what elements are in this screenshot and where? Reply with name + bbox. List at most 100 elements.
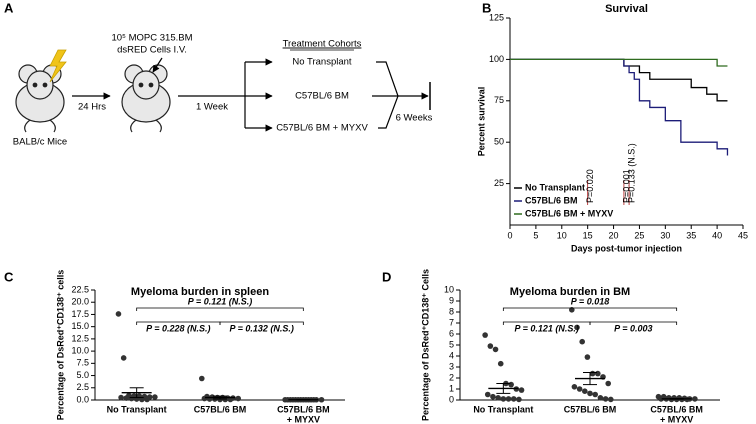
y-tick-label: 4 (449, 350, 454, 360)
data-point (120, 355, 127, 361)
y-tick-label: 75 (494, 95, 504, 105)
data-point (589, 370, 596, 377)
data-point (587, 390, 593, 397)
data-point (500, 396, 507, 402)
merge-lines (372, 61, 399, 129)
p-value-label: P = 0.228 (N.S.) (146, 323, 210, 333)
data-point (318, 396, 325, 403)
survival-line (510, 58, 728, 102)
p-value-label: P = 0.018 (571, 296, 609, 306)
injection-arrow (152, 57, 163, 73)
legend-label: C57BL/6 BM + MYXV (525, 208, 613, 218)
data-point (199, 375, 205, 382)
y-tick-label: 22.5 (71, 284, 89, 294)
chart-title: Myeloma burden in spleen (131, 286, 269, 298)
data-point (144, 396, 150, 403)
data-point (495, 395, 501, 401)
y-axis-label: Percentage of DsRed⁺CD138⁺ cells (55, 270, 65, 421)
data-point (128, 395, 135, 402)
data-point (201, 395, 208, 402)
data-point (484, 391, 491, 398)
chart-title: Survival (605, 3, 648, 15)
x-tick-label: 10 (557, 230, 567, 240)
data-point (516, 396, 522, 403)
survival-line (510, 58, 729, 156)
data-point (574, 324, 580, 331)
data-point (235, 395, 241, 402)
data-point (571, 384, 578, 390)
diagram-text: C57BL/6 BM (295, 91, 349, 102)
x-tick-label: 35 (686, 230, 696, 240)
data-point (576, 386, 583, 392)
diagram-text: 24 Hrs (78, 102, 106, 113)
x-tick-label: 25 (634, 230, 644, 240)
chart-title: Myeloma burden in BM (510, 286, 630, 298)
y-tick-label: 10.0 (71, 345, 89, 355)
panel-label: A (4, 0, 14, 15)
p-value-annotation: P=0.001 (621, 169, 631, 203)
x-tick-label: 30 (660, 230, 670, 240)
data-point (605, 380, 611, 387)
data-point (152, 394, 158, 400)
data-point (123, 395, 130, 401)
data-point (492, 346, 499, 353)
panel-label: C (4, 269, 14, 284)
data-point (582, 388, 588, 395)
data-point (692, 396, 698, 402)
data-point (284, 396, 291, 403)
diagram-text: 6 Weeks (396, 113, 433, 124)
y-tick-label: 9 (449, 295, 454, 305)
data-point (139, 396, 145, 403)
y-tick-label: 1 (449, 383, 454, 393)
x-tick-label: 40 (712, 230, 722, 240)
x-tick-label: C57BL/6 BM (194, 404, 247, 414)
x-tick-label: + MYXV (660, 414, 693, 424)
panel-label: D (382, 269, 391, 284)
y-tick-label: 5.0 (76, 370, 89, 380)
y-tick-label: 12.5 (71, 333, 89, 343)
data-point (115, 311, 122, 317)
y-tick-label: 20.0 (71, 297, 89, 307)
data-point (508, 381, 514, 388)
y-tick-label: 15.0 (71, 321, 89, 331)
p-value-annotation: P=0.020 (585, 169, 595, 203)
x-tick-label: C57BL/6 BM (564, 404, 617, 414)
y-tick-label: 6 (449, 328, 454, 338)
y-axis-label: Percentage of DsRed⁺CD138⁺ Cells (420, 269, 430, 421)
x-tick-label: 0 (507, 230, 512, 240)
data-point (584, 354, 591, 360)
mouse-icon (121, 64, 171, 133)
data-point (595, 370, 601, 377)
diagram-text: Treatment Cohorts (283, 39, 362, 50)
x-tick-label: 20 (609, 230, 619, 240)
y-tick-label: 7.5 (76, 358, 89, 368)
x-axis-label: Days post-tumor injection (571, 243, 682, 253)
y-tick-label: 100 (489, 54, 504, 64)
diagram-text: dsRED Cells I.V. (117, 45, 187, 56)
y-tick-label: 125 (489, 12, 504, 22)
y-tick-label: 2.5 (76, 382, 89, 392)
x-tick-label: C57BL/6 BM (650, 404, 703, 414)
data-point (505, 396, 512, 402)
x-tick-label: 45 (738, 230, 748, 240)
data-point (510, 396, 517, 402)
significance-bracket (136, 307, 304, 311)
p-value-annotation: P=0.133 (N.S.) (626, 143, 636, 203)
y-axis-label: Percent survival (476, 87, 486, 157)
diagram-text: BALB/c Mice (13, 137, 67, 148)
x-tick-label: No Transplant (473, 404, 533, 414)
x-tick-label: No Transplant (107, 404, 167, 414)
legend-label: No Transplant (525, 182, 585, 192)
y-tick-label: 0 (449, 394, 454, 404)
diagram-text: 10⁵ MOPC 315.BM (111, 33, 192, 44)
p-value-label: P = 0.121 (N.S.) (514, 323, 578, 333)
data-point (602, 396, 609, 402)
diagram-text: No Transplant (292, 57, 352, 68)
y-tick-label: 25 (494, 178, 504, 188)
x-tick-label: + MYXV (287, 414, 320, 424)
data-point (487, 343, 494, 349)
p-value-label: P = 0.121 (N.S.) (188, 296, 252, 306)
legend-label: C57BL/6 BM (525, 195, 578, 205)
y-tick-label: 50 (494, 137, 504, 147)
